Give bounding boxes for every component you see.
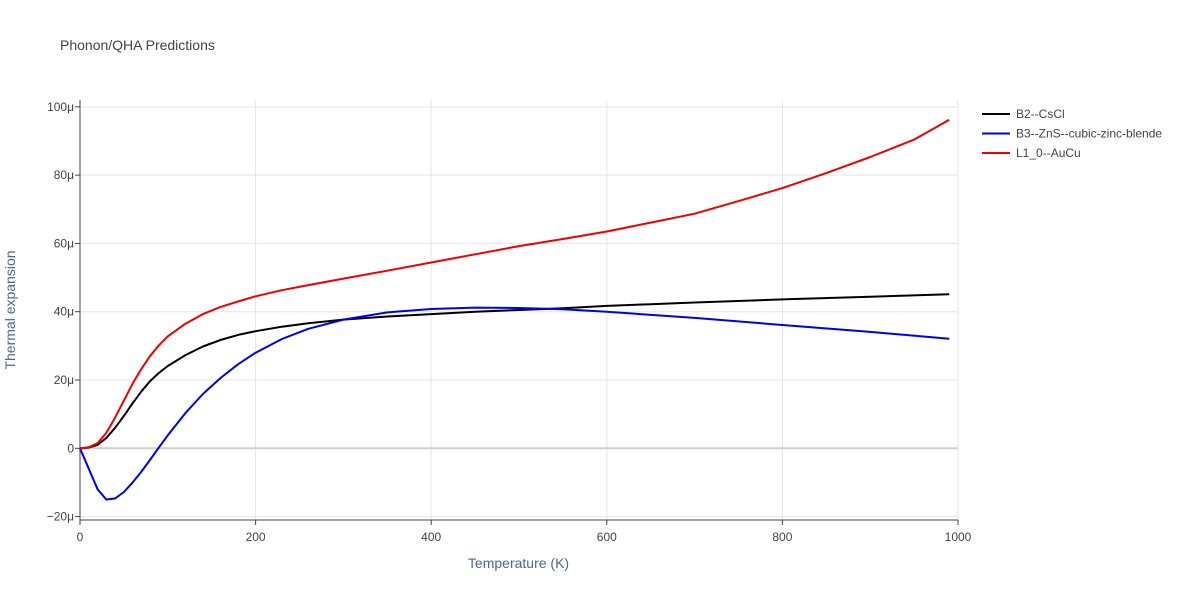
y-axis: −20μ 0 20μ 40μ 60μ 80μ 100μ — [47, 100, 80, 524]
series-line-l1-0-aucu — [79, 118, 950, 450]
legend-label: B3--ZnS--cubic-zinc-blende — [1016, 127, 1162, 141]
x-tick-label: 1000 — [945, 530, 972, 544]
series-line-b2-cscl — [79, 293, 950, 450]
x-axis: 0 200 400 600 800 1000 — [77, 520, 972, 544]
series-line-b3-zns-cubic-zinc-blende — [79, 306, 950, 501]
y-tick-label: 0 — [67, 441, 74, 455]
y-tick-label: 80μ — [54, 168, 74, 182]
y-tick-label: 100μ — [47, 100, 74, 114]
x-tick-label: 400 — [421, 530, 441, 544]
x-tick-label: 800 — [772, 530, 792, 544]
legend-label: B2--CsCl — [1016, 107, 1065, 121]
legend: B2--CsCl B3--ZnS--cubic-zinc-blende L1_0--… — [982, 107, 1162, 160]
legend-item-b3-zns-cubic-zinc-blende[interactable]: B3--ZnS--cubic-zinc-blende — [982, 127, 1162, 141]
plot-area — [79, 118, 950, 501]
x-tick-label: 600 — [597, 530, 617, 544]
legend-label: L1_0--AuCu — [1016, 146, 1081, 160]
legend-item-b2-cscl[interactable]: B2--CsCl — [982, 107, 1065, 121]
chart-title: Phonon/QHA Predictions — [60, 37, 215, 53]
y-tick-label: 40μ — [54, 305, 74, 319]
x-axis-title: Temperature (K) — [468, 555, 569, 571]
legend-item-l1-0-aucu[interactable]: L1_0--AuCu — [982, 146, 1081, 160]
x-tick-label: 200 — [246, 530, 266, 544]
y-tick-label: −20μ — [47, 510, 74, 524]
x-tick-label: 0 — [77, 530, 84, 544]
y-tick-label: 60μ — [54, 236, 74, 250]
y-tick-label: 20μ — [54, 373, 74, 387]
y-axis-title: Thermal expansion — [2, 250, 18, 369]
